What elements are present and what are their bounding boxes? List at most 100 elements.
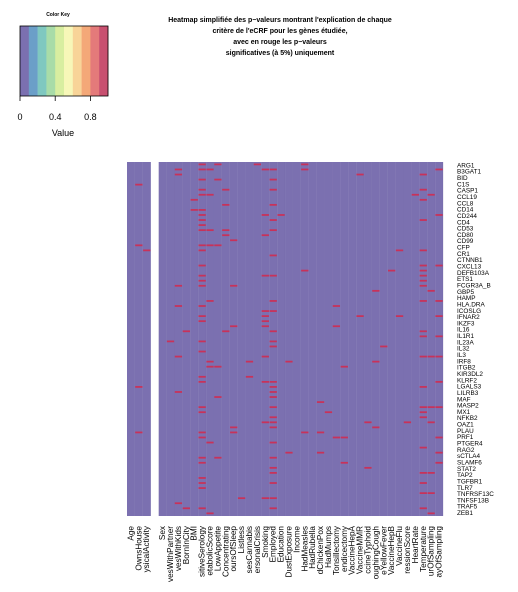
significant-cell — [411, 193, 420, 196]
significant-cell — [166, 340, 175, 343]
significant-cell — [269, 396, 277, 398]
significant-cell — [419, 173, 427, 176]
significant-cell — [269, 380, 277, 383]
significant-cell — [269, 310, 277, 312]
column-label: eYellowFever — [379, 526, 388, 575]
significant-cell — [435, 300, 443, 302]
row-label: PTGER4 — [457, 441, 483, 448]
color-key-gradient — [20, 26, 109, 96]
significant-cell — [182, 330, 190, 333]
significant-cell — [198, 224, 206, 226]
heatmap-column — [269, 162, 278, 516]
column-label: Smoking — [261, 526, 270, 558]
significant-cell — [206, 365, 214, 368]
heatmap-column — [419, 162, 428, 516]
significant-cell — [395, 315, 404, 318]
color-key-swatch — [81, 26, 91, 96]
heatmap-column — [340, 162, 349, 516]
column-label: ayOfSampling — [435, 526, 444, 578]
significant-cell — [174, 305, 183, 307]
significant-cell — [269, 421, 277, 424]
significant-cell — [340, 436, 348, 439]
row-label: ITGB2 — [457, 365, 476, 372]
column-label: HeartRate — [411, 526, 420, 564]
significant-cell — [198, 244, 206, 247]
row-label: CD14 — [457, 207, 474, 214]
significant-cell — [269, 416, 277, 419]
significant-cell — [198, 350, 206, 353]
significant-cell — [261, 214, 269, 216]
row-label: CXCL13 — [457, 264, 482, 271]
row-label: TNFSF13B — [457, 497, 489, 504]
significant-cell — [419, 330, 427, 333]
heatmap-cells — [127, 162, 444, 516]
significant-cell — [435, 406, 443, 409]
heatmap-column — [206, 162, 214, 516]
significant-cell — [245, 375, 254, 378]
title-line-4: significatives (à 5%) uniquement — [225, 50, 335, 57]
heatmap-column — [174, 162, 183, 516]
row-label: CFP — [457, 245, 470, 252]
significant-cell — [230, 239, 238, 242]
heatmap-column — [166, 162, 175, 516]
column-label: VaccineHepA — [348, 525, 357, 575]
significant-cell — [427, 512, 435, 515]
significant-cell — [198, 456, 206, 459]
column-label: vesWithKids — [174, 526, 183, 571]
significant-cell — [269, 219, 277, 221]
row-label: PRF1 — [457, 434, 474, 441]
title-line-3: avec en rouge les p−valeurs — [233, 39, 327, 46]
significant-cell — [222, 330, 230, 333]
row-label: ARG1 — [457, 162, 475, 169]
column-label: Sex — [158, 526, 167, 540]
significant-cell — [419, 249, 427, 252]
heatmap-column — [316, 162, 325, 516]
column-label: endicectomy — [340, 525, 349, 572]
significant-cell — [419, 411, 427, 414]
significant-cell — [198, 284, 206, 287]
significant-cell — [427, 492, 435, 495]
column-label: oursOfSleep — [229, 526, 238, 572]
row-label: CCL8 — [457, 200, 474, 207]
significant-cell — [419, 507, 427, 510]
row-label: BID — [457, 175, 468, 182]
significant-cell — [261, 497, 269, 500]
significant-cell — [316, 401, 325, 403]
significant-cell — [419, 269, 427, 272]
significant-cell — [214, 365, 222, 368]
row-label: KLRF2 — [457, 377, 477, 384]
significant-cell — [419, 300, 427, 302]
row-label: CR1 — [457, 251, 470, 258]
significant-cell — [222, 229, 230, 232]
column-label: Temperature — [419, 526, 428, 572]
row-label: PLAU — [457, 428, 474, 435]
column-label: BMI — [190, 526, 199, 541]
title-line-2: critère de l'eCRF pour les gènes étudiée… — [212, 28, 348, 35]
significant-cell — [269, 330, 277, 333]
column-label: Listless — [237, 526, 246, 553]
significant-cell — [269, 456, 277, 459]
heatmap-column — [348, 162, 357, 516]
significant-cell — [198, 482, 206, 484]
significant-cell — [269, 391, 277, 393]
column-label: OwnsHouse — [134, 526, 143, 571]
color-key-swatch — [46, 26, 56, 96]
significant-cell — [198, 380, 206, 383]
heatmap-column — [285, 162, 293, 516]
color-key-tick-label: 0 — [17, 112, 22, 122]
significant-cell — [198, 168, 206, 171]
significant-cell — [435, 315, 443, 318]
row-label: RAG2 — [457, 447, 475, 454]
row-label: LGALS3 — [457, 384, 482, 391]
row-label: MAF — [457, 396, 471, 403]
color-key-swatch — [72, 26, 82, 96]
significant-cell — [419, 188, 427, 191]
significant-cell — [332, 325, 341, 328]
significant-cell — [198, 406, 206, 409]
column-label: HadRubella — [308, 526, 317, 569]
significant-cell — [198, 188, 206, 191]
significant-cell — [269, 229, 277, 232]
significant-cell — [206, 168, 214, 171]
significant-cell — [332, 436, 341, 439]
